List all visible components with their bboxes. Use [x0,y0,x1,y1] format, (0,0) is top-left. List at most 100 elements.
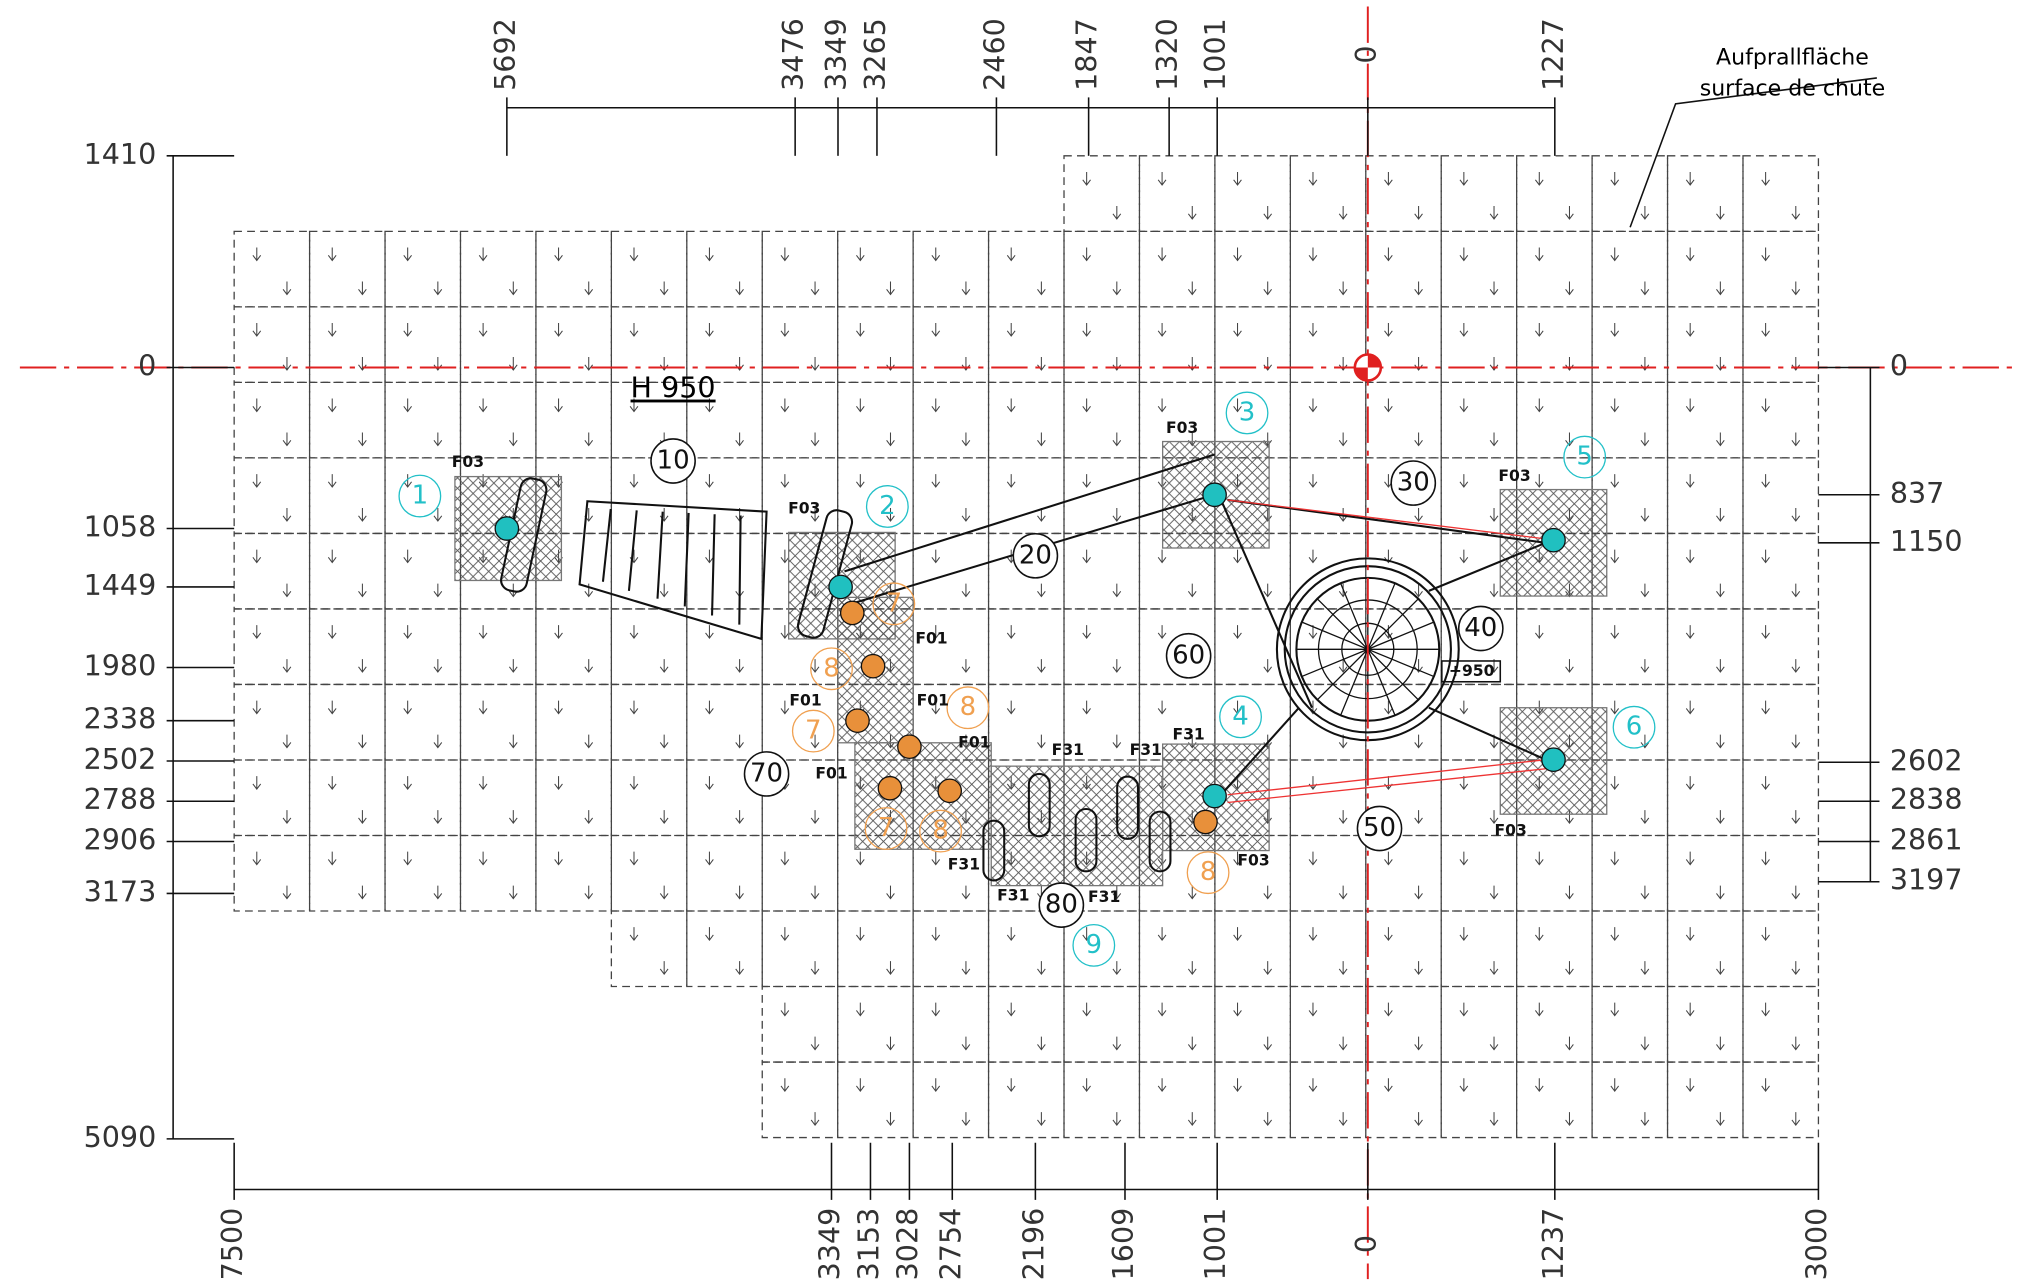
fall-arrow [478,776,488,790]
fall-arrow [961,583,971,598]
part-code: F31 [1088,888,1120,906]
fall-arrow [584,432,594,447]
fall-arrow [584,583,594,598]
tile [761,381,839,459]
part-code: F03 [452,453,484,471]
fall-arrow [584,281,594,296]
fall-arrow [1791,734,1801,749]
fall-arrow [1640,281,1650,296]
fall-arrow [1157,398,1167,413]
tile [1742,532,1820,610]
fall-arrow [1233,247,1242,262]
tile [686,759,763,837]
post-ring [1072,923,1116,967]
fall-arrow [931,700,941,715]
fall-arrow [705,625,714,639]
tile [1591,985,1669,1063]
fall-arrow [886,1036,895,1051]
tile [459,230,537,308]
fall-arrow [810,508,820,522]
fall-arrow [478,625,488,639]
fall-arrow [1384,1078,1393,1093]
height-label: H 950 [631,371,716,405]
fall-arrow [1308,1078,1318,1093]
tile [987,608,1065,686]
fall-arrow [931,247,941,262]
item-ring [1038,882,1085,928]
fall-arrow [1534,625,1544,639]
post-label: 9 [1086,930,1103,960]
dimension: 1320 [1150,18,1184,91]
fall-arrow [1534,1002,1544,1017]
fall-arrow [403,851,412,866]
fall-arrow [856,1002,865,1017]
dimension: 3349 [819,18,853,91]
tile [1063,608,1141,686]
fall-arrow [1640,1112,1650,1127]
fall-arrow [1308,927,1318,942]
fall-arrow [358,432,367,447]
tile [761,910,839,988]
item-label: 10 [657,445,690,475]
tile [912,230,990,308]
fall-arrow [810,432,820,447]
tile [384,230,462,308]
item-ring [1457,605,1504,652]
fall-arrow [327,323,337,337]
fall-arrow [1384,851,1393,866]
fall-arrow [856,247,865,262]
dimension: 2906 [84,822,157,856]
fall-arrow [1414,432,1423,447]
fall-arrow [780,927,790,942]
fall-arrow [327,549,337,564]
tile [1138,155,1216,232]
tile [1516,834,1593,912]
item-label: 50 [1363,813,1396,843]
fall-arrow [659,734,669,749]
part-code: F01 [789,692,821,710]
fall-arrow [1414,1036,1423,1051]
dimension: 3028 [890,1208,924,1281]
fall-arrow [1716,1036,1725,1051]
tile [837,1061,914,1139]
fall-arrow [1610,851,1620,866]
foundation-label: 7 [878,813,895,843]
tile [384,759,462,837]
item-label: 60 [1172,640,1205,670]
part-code: F01 [815,764,847,782]
fall-arrow [1037,734,1046,749]
fall-arrow [1489,885,1499,900]
dimension: 2788 [84,782,157,816]
tile [1138,1061,1216,1139]
fall-arrow [1565,885,1574,900]
fall-arrow [1263,1036,1273,1051]
foundation-label: 8 [960,692,977,722]
tile [1365,381,1442,459]
fall-arrow [1037,281,1046,296]
fall-arrow [810,734,820,749]
fall-arrow [1384,1002,1393,1017]
fall-arrow [886,1112,895,1127]
tile [987,1061,1065,1139]
fall-arrow [961,281,971,296]
fall-arrow [1610,927,1620,942]
tile [1138,532,1216,610]
tile [233,834,311,912]
tile [912,834,990,912]
tile [987,457,1065,535]
fall-arrow [1489,961,1499,976]
foundation [860,653,886,679]
fall-arrow [1112,205,1122,220]
tile [1063,306,1141,384]
fall-arrow [1640,810,1650,824]
fall-arrow [1338,205,1348,220]
fall-arrow [252,323,262,337]
tile [1516,155,1593,232]
fall-arrow [931,474,941,488]
tile [761,230,839,308]
fall-arrow [1685,323,1695,337]
fall-arrow [1112,885,1122,900]
fall-arrow [629,323,639,337]
fall-arrow [1534,323,1544,337]
fall-arrow [433,885,443,900]
